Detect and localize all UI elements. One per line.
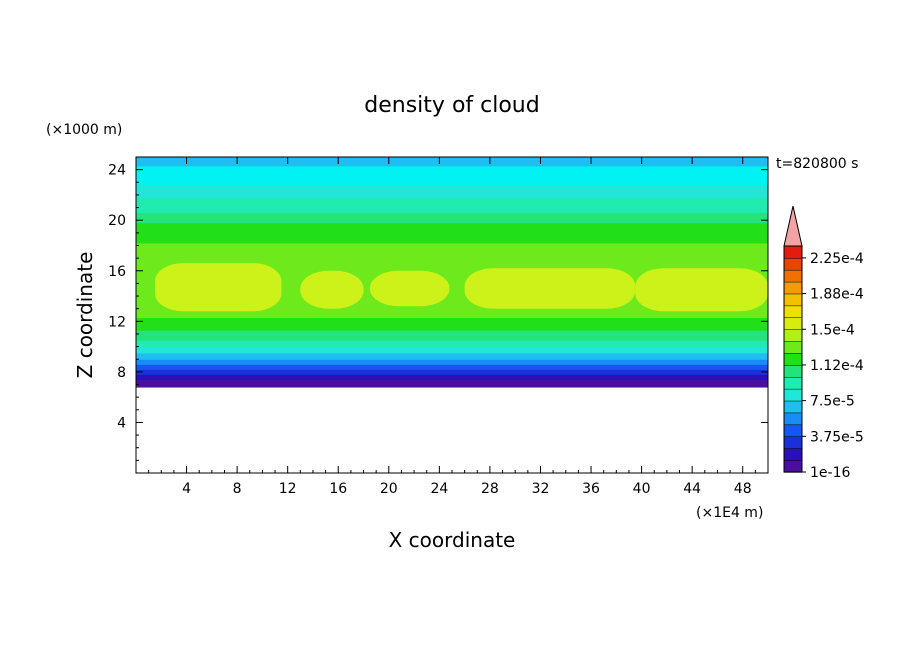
colorbar-segment [783,269,803,283]
x-tick-label: 40 [633,481,651,497]
contour-band [136,165,768,186]
contour-band [136,379,768,388]
x-axis: 4 8 12 16 20 24 28 32 36 40 44 48 [148,157,756,497]
contour-band [136,352,768,360]
x-tick-label: 4 [182,481,191,497]
time-label: t=820800 s [776,156,858,172]
contour-band [136,330,768,341]
colorbar-segment [783,400,803,414]
contour-band [136,359,768,365]
colorbar-frame [783,245,803,473]
y-tick-label: 4 [117,415,126,431]
colorbar-segment [783,459,803,473]
y-tick-label: 12 [108,314,126,330]
colorbar-label: 7.5e-5 [810,394,855,410]
y-unit-label: (×1000 m) [46,122,122,138]
contour-core [464,268,636,309]
x-tick-label: 20 [380,481,398,497]
contour-band [136,374,768,380]
contour-band [136,184,768,198]
colorbar-segment [783,376,803,390]
x-tick-label: 8 [233,481,242,497]
colorbar-segment [783,305,803,319]
colorbar: 1e-16 3.75e-5 7.5e-5 1.12e-4 1.5e-4 1.88e-4 2.… [783,205,864,481]
x-axis-label: X coordinate [389,528,516,552]
x-tick-label: 16 [329,481,347,497]
contour-core [635,268,768,312]
colorbar-segment [783,424,803,437]
colorbar-segment [783,317,803,330]
y-tick-label: 8 [117,365,126,381]
contour-band [136,364,768,370]
contour-band [136,340,768,348]
contour-core [300,270,364,309]
x-tick-label: 44 [683,481,701,497]
colorbar-label: 1.88e-4 [810,287,864,303]
x-tick-label: 32 [532,481,550,497]
colorbar-segment [783,245,803,259]
y-axis-label: Z coordinate [73,252,97,379]
colorbar-segment [783,412,803,426]
contour-band [136,157,768,167]
y-tick-label: 24 [108,163,126,179]
colorbar-label: 1.12e-4 [810,358,864,374]
colorbar-label: 1.5e-4 [810,322,855,338]
contour-fill [136,157,768,388]
x-tick-label: 48 [734,481,752,497]
x-tick-label: 24 [430,481,448,497]
colorbar-segment [783,447,803,461]
contour-core [369,270,450,307]
y-tick-label: 16 [108,264,126,280]
contour-core [154,263,282,312]
colorbar-label: 1e-16 [810,465,850,481]
colorbar-segment [783,293,803,307]
contour-band [136,369,768,375]
contour-band [136,212,768,224]
colorbar-segment [783,352,803,366]
colorbar-segment [783,281,803,295]
colorbar-segment [783,388,803,402]
y-tick-label: 20 [108,213,126,229]
colorbar-segment [783,257,803,271]
x-tick-label: 28 [481,481,499,497]
contour-band [136,222,768,244]
x-unit-label: (×1E4 m) [696,505,763,521]
colorbar-label: 3.75e-5 [810,429,864,445]
contour-band [136,317,768,331]
chart-title: density of cloud [364,93,539,118]
colorbar-label: 2.25e-4 [810,251,864,267]
colorbar-segment [783,436,803,449]
contour-band [136,346,768,354]
colorbar-segment [783,340,803,354]
x-tick-label: 12 [279,481,297,497]
colorbar-extend-arrow [783,205,803,247]
x-tick-label: 36 [582,481,600,497]
colorbar-segment [783,329,803,342]
contour-band [136,197,768,214]
y-axis: 4 8 12 16 20 24 [108,163,768,461]
colorbar-segment [783,364,803,378]
